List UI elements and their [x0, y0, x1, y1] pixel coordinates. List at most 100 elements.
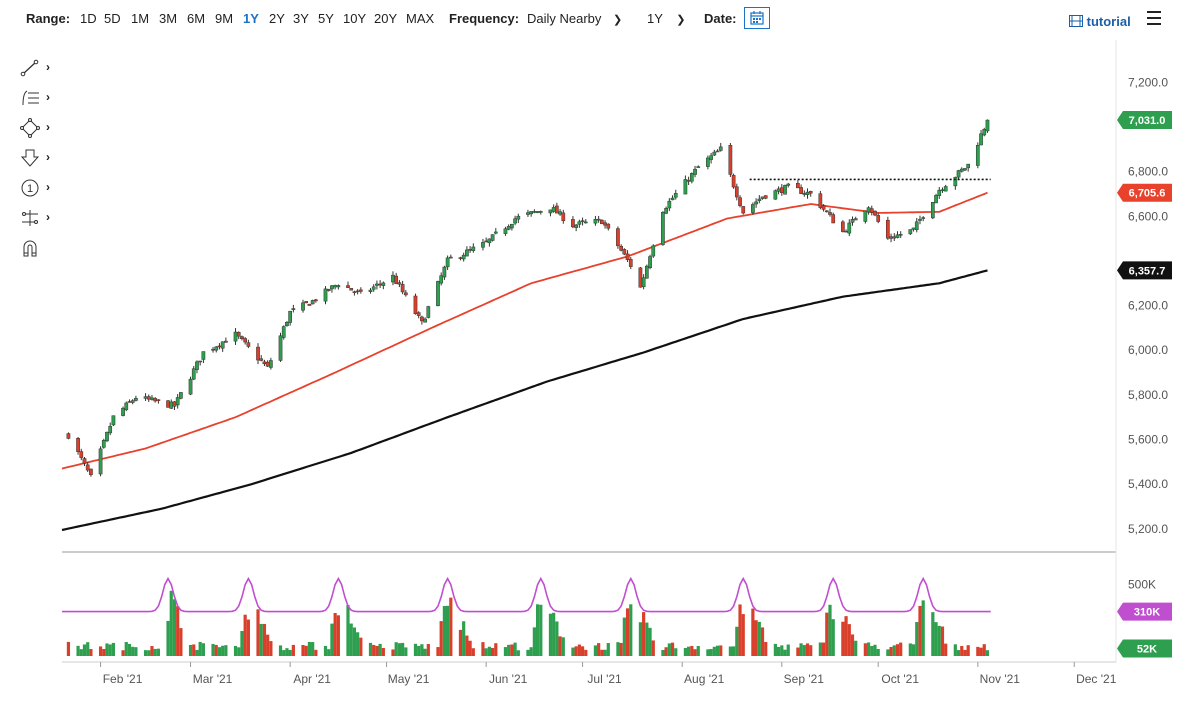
candle — [89, 468, 93, 477]
shape-tool-button[interactable]: › — [20, 118, 56, 140]
candle-body — [423, 318, 427, 323]
candle — [841, 220, 845, 233]
frequency-select[interactable]: Daily Nearby ❯ — [527, 11, 622, 26]
line-tool-button[interactable]: › — [20, 58, 56, 80]
hamburger-menu-icon[interactable] — [1147, 11, 1161, 29]
candle — [673, 189, 678, 200]
range-9m-button[interactable]: 9M — [215, 11, 234, 26]
candle-body — [175, 397, 180, 406]
candle — [445, 255, 450, 271]
candle-body — [82, 458, 87, 464]
candle — [930, 201, 935, 220]
volume-bar — [561, 637, 565, 656]
candle — [416, 311, 421, 319]
volume-bar — [606, 643, 610, 656]
ma-50-layer — [61, 191, 988, 470]
candle — [246, 339, 251, 349]
volume-bar — [664, 647, 668, 656]
range-6m-button[interactable]: 6M — [187, 11, 206, 26]
candle — [236, 331, 241, 340]
candle — [79, 448, 84, 461]
volume-bar — [934, 622, 938, 656]
candle — [600, 219, 604, 225]
range-1y-button[interactable]: 1Y — [243, 11, 259, 26]
range-20y-button[interactable]: 20Y — [374, 11, 398, 26]
volume-bar — [809, 645, 813, 656]
volume-bar — [648, 627, 652, 656]
candle — [885, 216, 890, 240]
candle-body — [606, 223, 611, 229]
candle — [538, 210, 543, 215]
candle — [754, 198, 758, 208]
candle-body — [458, 257, 463, 259]
candle-body — [166, 400, 170, 408]
ma-200-tag: 6,357.7 — [1117, 261, 1172, 280]
candle — [914, 217, 919, 233]
price-tick-label: 6,200.0 — [1128, 299, 1168, 313]
arrow-tool-button[interactable]: › — [20, 148, 56, 170]
marker-tool-button[interactable]: 1 › — [20, 178, 56, 200]
volume-bar — [854, 640, 858, 656]
volume-bar — [593, 645, 598, 656]
candle-body — [625, 253, 630, 260]
candle — [490, 234, 495, 242]
candle — [240, 335, 244, 341]
range-3m-button[interactable]: 3M — [159, 11, 178, 26]
volume-bar — [982, 644, 986, 656]
range-5y-button[interactable]: 5Y — [318, 11, 334, 26]
candle-body — [889, 236, 893, 239]
range-2y-button[interactable]: 2Y — [269, 11, 285, 26]
candle-body — [371, 286, 376, 290]
volume-bar — [349, 623, 353, 656]
candle — [696, 165, 701, 168]
range-max-button[interactable]: MAX — [406, 11, 435, 26]
candle — [333, 284, 337, 290]
date-picker-button[interactable] — [744, 7, 770, 29]
candle-body — [233, 331, 238, 342]
candle-body — [673, 193, 678, 198]
candle — [403, 290, 408, 297]
candle-body — [866, 207, 871, 213]
measure-tool-button[interactable]: › — [20, 208, 56, 230]
volume-bar — [571, 647, 575, 656]
candle-body — [712, 151, 717, 156]
candle — [326, 288, 331, 292]
volume-bar — [436, 647, 440, 656]
volume-bar — [828, 604, 832, 656]
tutorial-link[interactable]: tutorial — [1069, 14, 1131, 29]
period-select[interactable]: 1Y ❯ — [647, 11, 686, 26]
range-1m-button[interactable]: 1M — [131, 11, 150, 26]
volume-bar — [494, 643, 498, 656]
volume-bar — [642, 612, 646, 656]
candle-body — [985, 119, 990, 132]
candle — [873, 210, 877, 217]
chevron-right-icon: › — [46, 150, 50, 164]
volume-bar — [108, 644, 112, 656]
volume-bar — [156, 648, 161, 656]
volume-bar — [915, 622, 919, 656]
candle-body — [375, 283, 379, 286]
candle — [603, 220, 607, 229]
volume-bar — [288, 649, 292, 656]
candle-body — [715, 150, 720, 153]
range-1d-button[interactable]: 1D — [80, 11, 97, 26]
magnet-tool-button[interactable] — [20, 238, 56, 260]
volume-bar — [687, 646, 691, 656]
price-axis: 7,200.0 6,800.0 6,600.0 6,200.0 6,000.0 5,800… — [1128, 75, 1168, 536]
range-5d-button[interactable]: 5D — [104, 11, 121, 26]
fibonacci-tool-button[interactable]: › — [20, 88, 56, 110]
ma-50-line — [61, 191, 988, 470]
volume-bar — [372, 644, 376, 656]
volume-last-tag-shape — [1117, 639, 1172, 658]
range-3y-button[interactable]: 3Y — [293, 11, 309, 26]
volume-bar — [352, 627, 357, 656]
volume-bar — [89, 648, 93, 656]
candle — [628, 257, 633, 270]
candle-body — [796, 183, 800, 189]
candle — [281, 325, 286, 340]
volume-bar — [963, 649, 967, 656]
volume-bar — [507, 644, 511, 656]
volume-bar — [391, 649, 395, 656]
range-10y-button[interactable]: 10Y — [343, 11, 367, 26]
